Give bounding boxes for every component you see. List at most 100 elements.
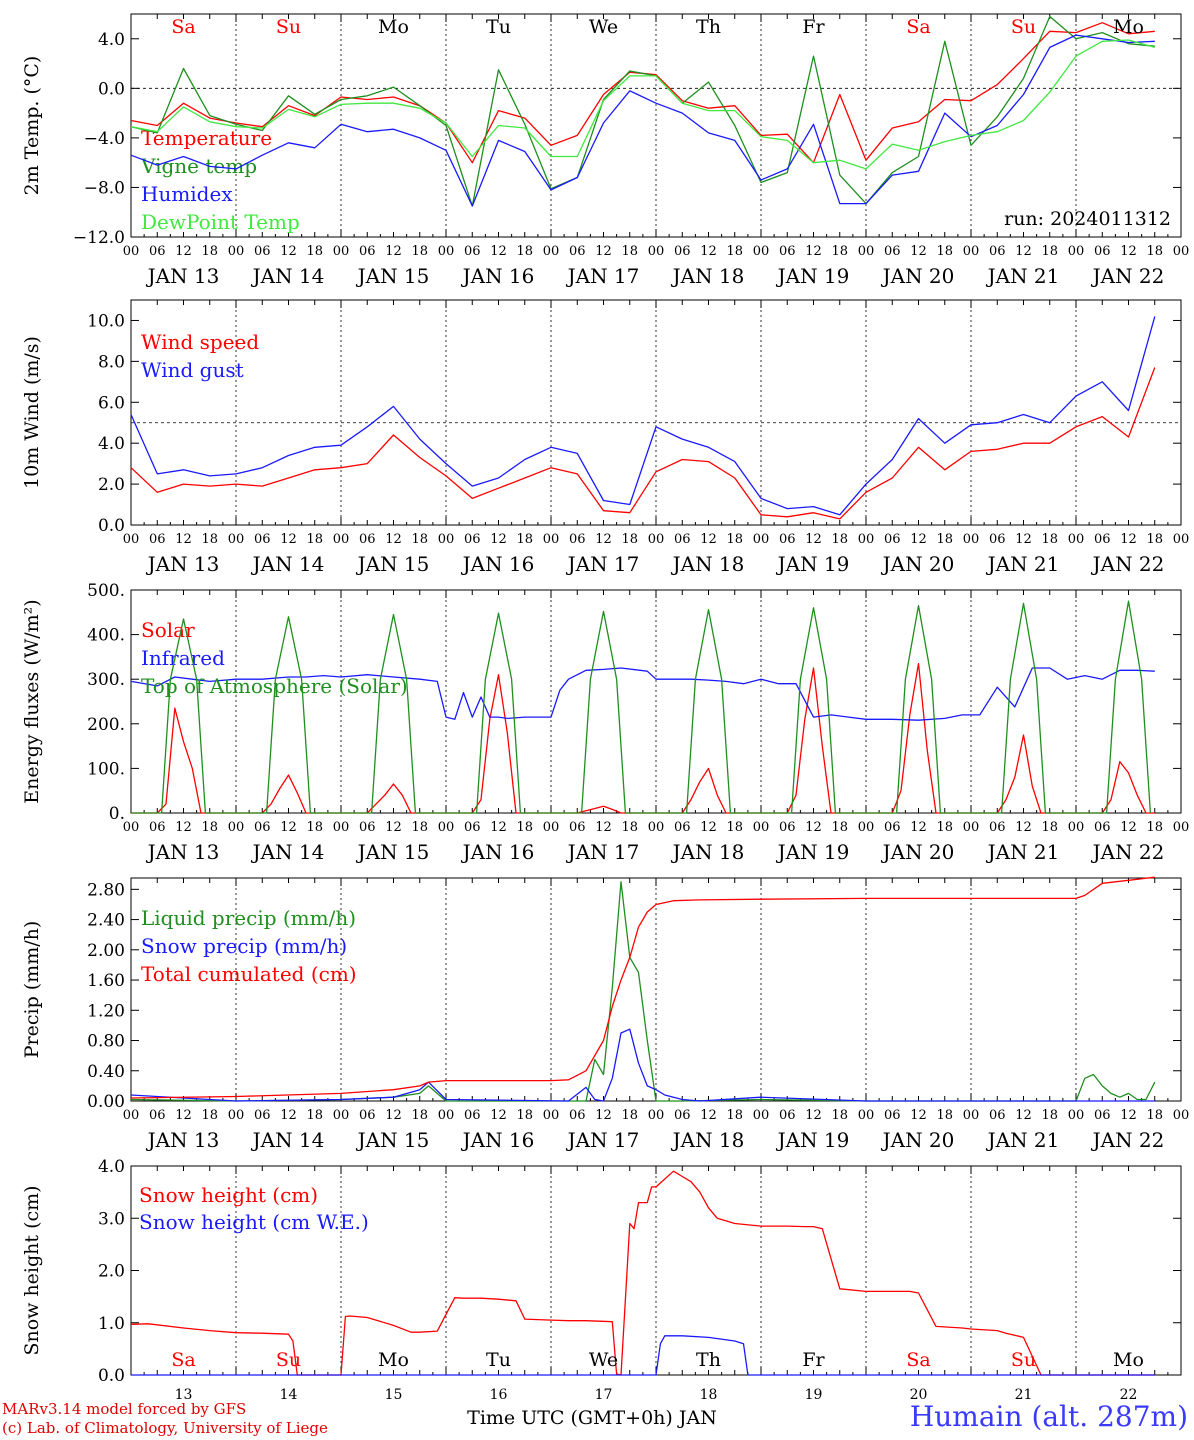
legend-entry: Temperature — [141, 126, 272, 150]
date-label: JAN 18 — [671, 264, 745, 288]
hour-label: 18 — [411, 244, 428, 259]
hour-label: 00 — [543, 244, 560, 259]
date-label: JAN 19 — [776, 840, 850, 864]
date-label: JAN 17 — [566, 264, 640, 288]
series-line-wind-speed — [130, 367, 1156, 520]
hour-label: 18 — [201, 244, 218, 259]
date-label: JAN 17 — [566, 840, 640, 864]
hour-label: 12 — [805, 244, 822, 259]
hour-label: 18 — [1146, 820, 1163, 835]
date-label: JAN 13 — [146, 1128, 220, 1152]
hour-label: 12 — [595, 532, 612, 547]
hour-label: 18 — [726, 820, 743, 835]
y-tick-label: 0.0 — [98, 516, 125, 536]
run-annotation: run: 2024011312 — [1004, 208, 1171, 230]
hour-label: 18 — [1041, 244, 1058, 259]
day-number-label: 19 — [805, 1387, 823, 1403]
hour-label: 06 — [569, 1108, 586, 1123]
hour-label: 06 — [779, 244, 796, 259]
hour-label: 12 — [700, 1108, 717, 1123]
y-tick-label: −12.0 — [73, 228, 125, 248]
y-tick-label: 400. — [87, 626, 125, 646]
hour-label: 18 — [201, 1108, 218, 1123]
hour-label: 00 — [228, 532, 245, 547]
y-tick-label: 10.0 — [87, 311, 125, 331]
hour-label: 00 — [963, 820, 980, 835]
y-tick-label: 0.80 — [87, 1032, 125, 1052]
hour-label: 00 — [123, 532, 140, 547]
hour-label: 00 — [858, 244, 875, 259]
hour-label: 00 — [543, 532, 560, 547]
hour-label: 06 — [149, 820, 166, 835]
hour-label: 00 — [543, 820, 560, 835]
hour-label: 00 — [1068, 244, 1085, 259]
hour-label: 00 — [858, 532, 875, 547]
date-label: JAN 22 — [1091, 1128, 1165, 1152]
hour-label: 12 — [280, 820, 297, 835]
y-tick-label: 0. — [109, 804, 125, 824]
hour-label: 12 — [910, 1108, 927, 1123]
hour-label: 18 — [831, 1108, 848, 1123]
hour-label: 00 — [228, 244, 245, 259]
series-line-infrared — [130, 667, 1155, 721]
date-label: JAN 18 — [671, 1128, 745, 1152]
day-number-label: 15 — [385, 1387, 403, 1403]
hour-label: 12 — [175, 820, 192, 835]
weekday-label: Tu — [486, 16, 511, 38]
hour-label: 00 — [858, 820, 875, 835]
weekday-label: We — [589, 16, 618, 38]
weekday-label: Fr — [802, 1349, 825, 1371]
series-line-top-of-atmosphere-solar- — [131, 600, 1152, 814]
series-line-vigne-temp — [130, 15, 1155, 207]
series-line-snow-height-cm- — [130, 1170, 1155, 1376]
date-label: JAN 16 — [461, 552, 535, 576]
hour-label: 18 — [201, 820, 218, 835]
y-axis-label: Energy fluxes (W/m²) — [21, 599, 43, 803]
hour-label: 06 — [989, 1108, 1006, 1123]
series-line-dewpoint-temp — [130, 39, 1155, 170]
date-label: JAN 13 — [146, 552, 220, 576]
weekday-label: Th — [696, 16, 721, 38]
hour-label: 12 — [910, 532, 927, 547]
hour-label: 12 — [385, 1108, 402, 1123]
hour-label: 06 — [1094, 244, 1111, 259]
hour-label: 06 — [779, 820, 796, 835]
weekday-label: Sa — [906, 16, 930, 38]
y-tick-label: 2.00 — [87, 941, 125, 961]
hour-label: 12 — [595, 820, 612, 835]
hour-label: 12 — [910, 244, 927, 259]
hour-label: 00 — [753, 532, 770, 547]
hour-label: 06 — [464, 532, 481, 547]
weekday-label: Tu — [486, 1349, 511, 1371]
hour-label: 06 — [569, 532, 586, 547]
date-label: JAN 15 — [356, 264, 430, 288]
hour-label: 06 — [674, 532, 691, 547]
hour-label: 18 — [306, 1108, 323, 1123]
date-label: JAN 14 — [251, 840, 325, 864]
y-tick-label: 8.0 — [98, 352, 125, 372]
date-label: JAN 21 — [986, 552, 1060, 576]
hour-label: 06 — [569, 820, 586, 835]
hour-label: 18 — [621, 532, 638, 547]
hour-label: 06 — [884, 1108, 901, 1123]
series-line-liquid-precip-mm-h- — [130, 881, 1156, 1102]
weekday-label: Mo — [1113, 1349, 1144, 1371]
y-tick-label: 0.00 — [87, 1092, 125, 1112]
hour-label: 12 — [805, 1108, 822, 1123]
hour-label: 18 — [726, 1108, 743, 1123]
date-label: JAN 22 — [1091, 264, 1165, 288]
hour-label: 12 — [385, 820, 402, 835]
legend-entry: Total cumulated (cm) — [141, 962, 357, 986]
hour-label: 00 — [123, 244, 140, 259]
weekday-label: Su — [276, 1349, 301, 1371]
legend-entry: Vigne temp — [140, 154, 257, 178]
hour-label: 12 — [595, 1108, 612, 1123]
hour-label: 06 — [359, 244, 376, 259]
hour-label: 12 — [700, 244, 717, 259]
legend-entry: Humidex — [141, 182, 233, 206]
day-number-label: 20 — [910, 1387, 928, 1403]
hour-label: 18 — [1146, 1108, 1163, 1123]
hour-label: 18 — [936, 820, 953, 835]
hour-label: 00 — [648, 1108, 665, 1123]
